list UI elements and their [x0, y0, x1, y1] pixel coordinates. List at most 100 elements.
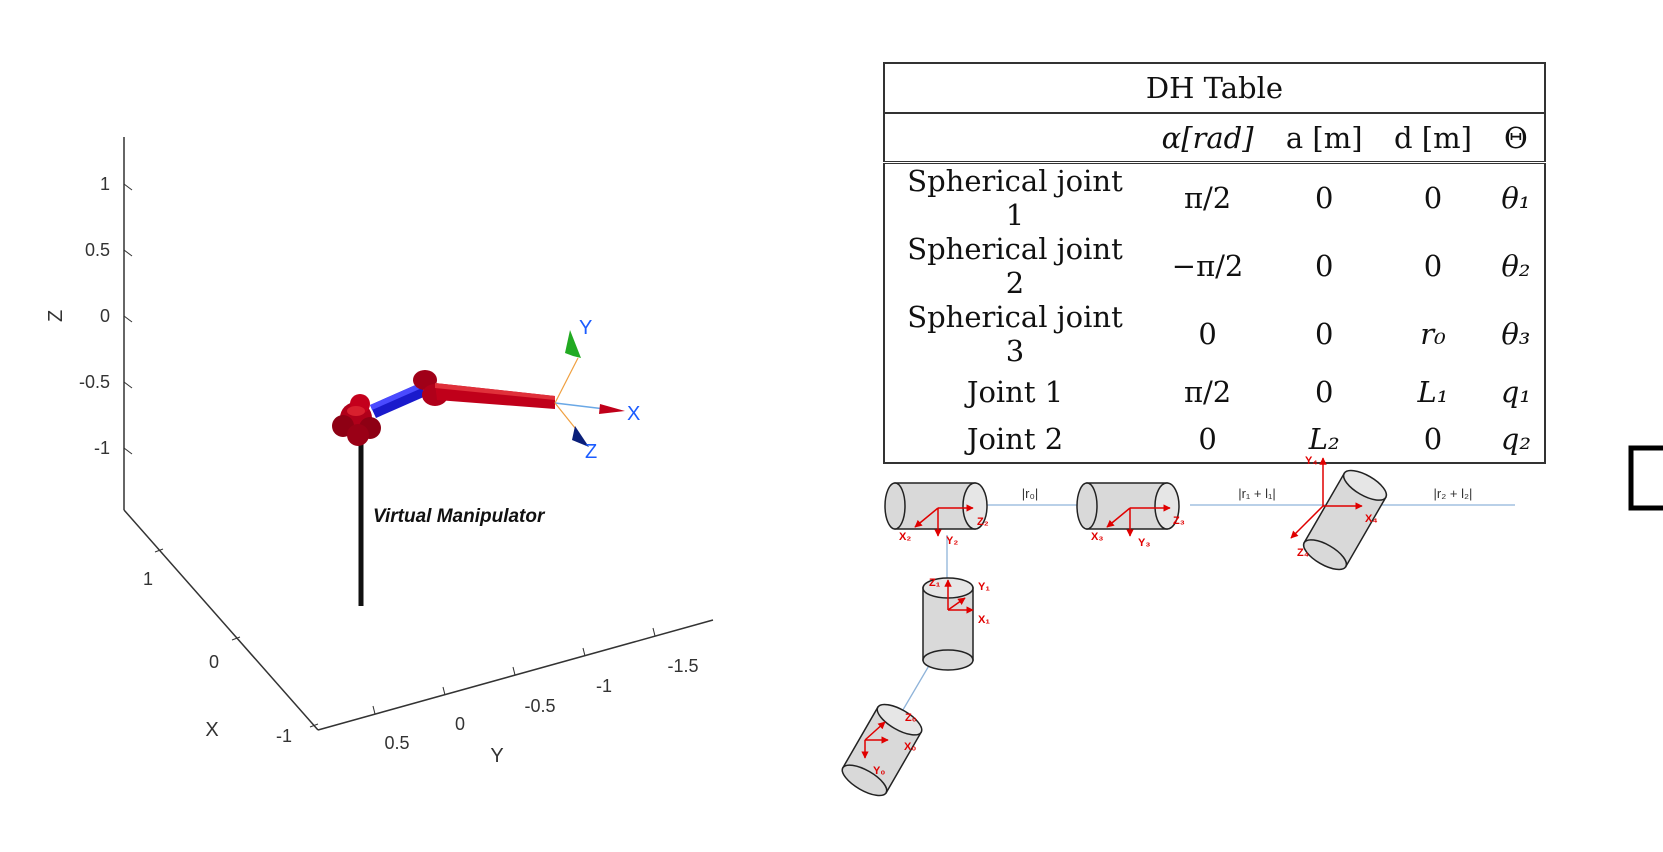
gripper-icon [1628, 445, 1663, 511]
dh-table: DH Table α[rad] a [m] d [m] Θ Spherical … [883, 62, 1546, 464]
link-labels: |r₀| |r₁ + l₁| |r₂ + l₂| [1022, 486, 1473, 501]
red-link [435, 383, 555, 409]
x-tick-label: 0 [209, 652, 219, 672]
y-axis-label: Y [490, 745, 503, 767]
x-ticks: 1 0 -1 [143, 548, 319, 746]
dh-table-title: DH Table [884, 63, 1545, 114]
blue-link [370, 383, 426, 418]
link-label: |r₂ + l₂| [1434, 486, 1473, 501]
dh-cell: 0 [1314, 317, 1334, 351]
y-tick-label: 0 [455, 714, 465, 734]
robot-3d-plot: 1 0.5 0 -0.5 -1 Z 1 0 -1 X 0.5 0 -0.5 [0, 0, 780, 847]
dh-cell: 0 [1314, 249, 1334, 283]
dh-cell: θ₂ [1501, 249, 1531, 283]
frame-label: X₃ [1091, 531, 1103, 543]
dh-cell: 0 [1198, 421, 1217, 456]
link-lines [896, 504, 1515, 721]
z-tick-label: 0 [100, 306, 110, 326]
frame-x-label: X [627, 403, 640, 425]
dh-cell: π/2 [1183, 374, 1232, 409]
dh-cell: 0 [1423, 421, 1443, 456]
frame-label: Y₁ [978, 581, 990, 593]
dh-cell: L₂ [1308, 421, 1340, 456]
kinematic-chain-diagram: Z₀ X₀ Y₀ Z₁ Y₁ X₁ Z₂ X₂ Y₂ Z₃ X₃ Y₃ Y₄ X… [825, 440, 1663, 840]
dh-cell: −π/2 [1171, 249, 1244, 283]
spherical-joint [332, 394, 381, 446]
y-tick-label: -1.5 [667, 656, 698, 676]
frame-label: Z₀ [905, 712, 917, 724]
frame-label: Z₁ [929, 577, 941, 589]
frame-label: Y₂ [946, 535, 958, 547]
joint3-cylinder [1076, 482, 1180, 530]
joint4-cylinder [1302, 469, 1388, 571]
dh-cell: q₁ [1500, 374, 1531, 409]
frame-y-label: Y [579, 317, 592, 339]
z-arrow-icon [572, 426, 589, 447]
dh-cell: θ₃ [1501, 317, 1531, 351]
dh-table-panel: DH Table α[rad] a [m] d [m] Θ Spherical … [883, 62, 1546, 464]
dh-cell: 0 [1423, 181, 1443, 215]
dh-cell: r₀ [1420, 317, 1446, 351]
dh-cell: π/2 [1183, 181, 1232, 215]
y-tick-label: -1 [596, 676, 612, 696]
frame-label: X₂ [899, 531, 911, 543]
frame-label: Z₄ [1297, 547, 1309, 559]
dh-header-a: a [m] [1270, 113, 1379, 164]
plot-svg: 1 0.5 0 -0.5 -1 Z 1 0 -1 X 0.5 0 -0.5 [45, 137, 714, 767]
kinematic-svg: Z₀ X₀ Y₀ Z₁ Y₁ X₁ Z₂ X₂ Y₂ Z₃ X₃ Y₃ Y₄ X… [841, 445, 1663, 797]
dh-cell: q₂ [1500, 421, 1531, 456]
frame-label: Z₃ [1173, 515, 1185, 527]
frame-label: Z₂ [977, 516, 989, 528]
frame-labels: Z₀ X₀ Y₀ Z₁ Y₁ X₁ Z₂ X₂ Y₂ Z₃ X₃ Y₃ Y₄ X… [873, 455, 1378, 777]
dh-cell: 0 [1423, 249, 1443, 283]
dh-row: Spherical joint 2 −π/2 0 0 θ₂ [884, 232, 1545, 300]
z-tick-label: 0.5 [85, 240, 110, 260]
frame-axes [861, 457, 1363, 759]
dh-cell: Joint 1 [966, 374, 1064, 409]
dh-header-alpha: α[rad] [1145, 113, 1271, 164]
link-label: |r₀| [1022, 486, 1038, 501]
end-effector-frame: Y X Z [554, 317, 640, 463]
dh-cell: 0 [1314, 374, 1334, 409]
dh-cell: Joint 2 [966, 421, 1064, 456]
y-axis-line [317, 619, 714, 731]
z-tick-label: 1 [100, 174, 110, 194]
dh-cell: 0 [1314, 181, 1334, 215]
dh-cell: Spherical joint 2 [907, 232, 1123, 300]
frame-label: Y₃ [1138, 537, 1150, 549]
dh-cell: Spherical joint 1 [907, 164, 1123, 232]
x-arrow-icon [599, 404, 625, 414]
dh-row: Joint 1 π/2 0 L₁ q₁ [884, 368, 1545, 415]
dh-header [884, 113, 1145, 164]
dh-header-d: d [m] [1378, 113, 1488, 164]
frame-z-label: Z [585, 441, 597, 463]
frame-label: Y₄ [1305, 455, 1318, 467]
joint2-cylinder [884, 482, 988, 530]
frame-label: X₁ [978, 614, 990, 626]
dh-cell: 0 [1198, 317, 1217, 351]
y-tick-label: 0.5 [384, 733, 409, 753]
z-ticks: 1 0.5 0 -0.5 -1 [79, 174, 133, 458]
manipulator-label: Virtual Manipulator [373, 506, 546, 527]
dh-row: Spherical joint 3 0 0 r₀ θ₃ [884, 300, 1545, 368]
link-label: |r₁ + l₁| [1238, 486, 1276, 501]
dh-cell: θ₁ [1501, 181, 1531, 215]
x-axis-label: X [205, 719, 218, 741]
y-tick-label: -0.5 [524, 696, 555, 716]
joint0-cylinder [841, 703, 923, 797]
dh-row: Spherical joint 1 π/2 0 0 θ₁ [884, 163, 1545, 232]
x-tick-label: -1 [276, 726, 292, 746]
frame-label: X₀ [904, 741, 916, 753]
z-axis-label: Z [45, 310, 67, 322]
frame-label: X₄ [1365, 513, 1378, 525]
frame-label: Y₀ [873, 765, 885, 777]
z-tick-label: -0.5 [79, 372, 110, 392]
y-arrow-icon [565, 330, 581, 358]
dh-cell: L₁ [1417, 374, 1449, 409]
x-axis-line [123, 509, 319, 731]
y-ticks: 0.5 0 -0.5 -1 -1.5 [372, 627, 699, 753]
dh-row: Joint 2 0 L₂ 0 q₂ [884, 415, 1545, 463]
dh-header-theta: Θ [1487, 113, 1545, 164]
x-tick-label: 1 [143, 569, 153, 589]
z-tick-label: -1 [94, 438, 110, 458]
